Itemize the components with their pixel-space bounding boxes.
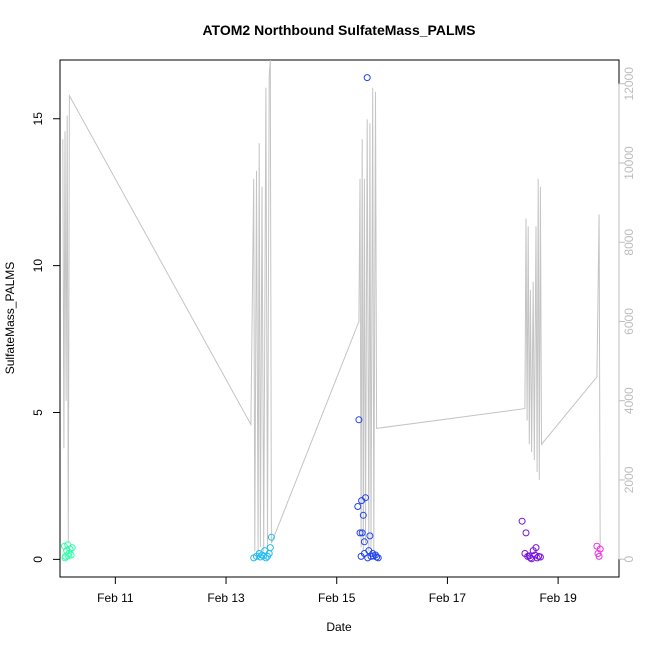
y2-tick-label: 0 <box>622 556 636 563</box>
data-point <box>354 503 362 510</box>
x-tick-label: Feb 11 <box>97 591 134 605</box>
data-point <box>360 550 368 557</box>
data-point <box>64 552 72 560</box>
x-tick-label: Feb 13 <box>207 591 245 605</box>
y-tick-label: 0 <box>31 556 45 563</box>
data-point <box>373 553 381 561</box>
x-axis-label: Date <box>326 620 352 634</box>
data-point <box>68 544 76 552</box>
chart-title: ATOM2 Northbound SulfateMass_PALMS <box>202 22 475 38</box>
y-axis: 0 5 10 15 <box>31 112 61 563</box>
data-point <box>363 74 371 82</box>
data-point <box>60 542 68 550</box>
y-axis-label: SulfateMass_PALMS <box>3 262 17 375</box>
data-point <box>369 552 377 560</box>
x-tick-label: Feb 15 <box>318 591 356 605</box>
data-point <box>358 529 366 537</box>
y-tick-label: 10 <box>31 259 45 273</box>
data-point <box>267 533 275 541</box>
y2-axis: 0 2000 4000 6000 8000 10000 12000 <box>618 67 636 563</box>
y-tick-label: 5 <box>31 409 45 416</box>
data-point <box>596 545 604 553</box>
data-point <box>595 552 603 560</box>
secondary-line <box>62 59 601 556</box>
y2-tick-label: 12000 <box>622 67 636 101</box>
data-point <box>366 532 374 540</box>
data-point <box>256 553 264 561</box>
y-tick-label: 15 <box>31 112 45 126</box>
x-tick-label: Feb 19 <box>539 591 577 605</box>
data-point <box>522 529 530 537</box>
data-point <box>518 517 526 525</box>
data-point <box>260 552 268 560</box>
secondary-series-line <box>62 59 601 556</box>
x-axis: Feb 11 Feb 13 Feb 15 Feb 17 Feb 19 <box>97 576 577 605</box>
data-point <box>359 511 367 519</box>
data-point <box>362 494 369 502</box>
data-point <box>536 553 544 561</box>
data-point <box>266 544 274 552</box>
data-point <box>532 544 540 552</box>
data-points <box>60 74 604 563</box>
y2-tick-label: 4000 <box>622 387 636 414</box>
y2-tick-label: 10000 <box>622 146 636 180</box>
y2-tick-label: 2000 <box>622 466 636 493</box>
data-point <box>355 416 363 424</box>
y2-tick-label: 6000 <box>622 308 636 335</box>
data-point <box>356 529 364 537</box>
data-point <box>360 538 368 546</box>
data-point <box>528 555 536 563</box>
x-tick-label: Feb 17 <box>429 591 467 605</box>
y2-tick-label: 8000 <box>622 229 636 256</box>
